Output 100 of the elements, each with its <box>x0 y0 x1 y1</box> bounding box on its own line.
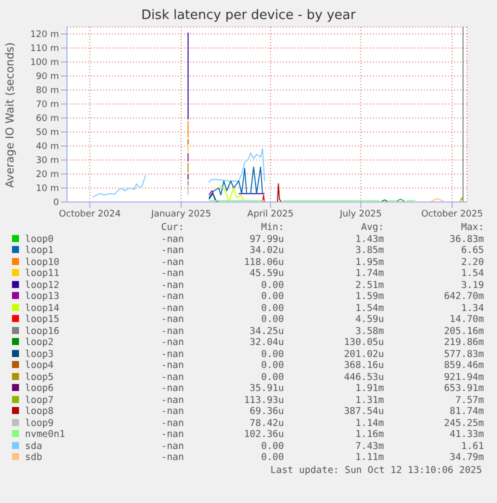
text: 113.93u <box>242 394 284 406</box>
text: 130.05u <box>342 337 384 348</box>
y-tick-label: 80 m <box>36 86 59 96</box>
text: 1.34 <box>460 302 484 314</box>
y-tick-label: 60 m <box>36 114 59 124</box>
text: 3.58m <box>354 326 384 337</box>
text: 245.25m <box>442 418 484 429</box>
text: -nan <box>160 302 184 314</box>
text: 0.00 <box>260 372 284 383</box>
text: -nan <box>160 291 184 302</box>
y-tick-label: 20 m <box>36 170 59 180</box>
y-tick-label: 30 m <box>36 156 59 166</box>
text: 859.46m <box>442 360 484 372</box>
text: 41.33m <box>448 429 484 440</box>
text: 4.59u <box>354 314 384 326</box>
text: 368.16u <box>342 360 384 372</box>
legend-label: sda <box>24 440 44 452</box>
text: 0.00 <box>260 280 284 291</box>
text: -nan <box>160 268 184 280</box>
legend-label: loop13 <box>24 291 60 302</box>
text: 1.16m <box>354 429 384 440</box>
y-tick-label: 0 <box>53 198 60 208</box>
legend-label: loop10 <box>24 256 60 268</box>
text: 1.11m <box>354 452 384 464</box>
legend-label: loop1 <box>24 245 55 256</box>
text: 3.19 <box>460 280 484 291</box>
text: 2.20 <box>460 256 484 268</box>
x-tick-label: April 2025 <box>247 209 294 220</box>
y-tick-label: 100 m <box>30 58 59 68</box>
text: 921.94m <box>442 372 484 383</box>
text: 0.00 <box>260 302 284 314</box>
legend-label: loop4 <box>24 360 55 372</box>
text: -nan <box>160 256 184 268</box>
text: 32.04u <box>248 337 284 348</box>
x-tick-label: October 2024 <box>58 209 121 220</box>
text: 14.70m <box>448 314 484 326</box>
legend-label: loop3 <box>24 348 55 360</box>
text: 102.36u <box>242 429 284 440</box>
text: 0.00 <box>260 440 284 452</box>
line-series <box>208 166 264 198</box>
text: Min: <box>260 222 284 234</box>
text: 7.43m <box>354 440 384 452</box>
text: 446.53u <box>342 372 384 383</box>
text: 1.43m <box>354 234 384 245</box>
text: 0.00 <box>260 348 284 360</box>
text: 653.91m <box>442 383 484 394</box>
text: 78.42u <box>248 418 284 429</box>
legend-label: loop8 <box>24 406 55 418</box>
text: 1.61 <box>460 440 484 452</box>
text: -nan <box>160 234 184 245</box>
text: 1.95m <box>354 256 384 268</box>
text: -nan <box>160 314 184 326</box>
y-tick-label: 110 m <box>30 44 59 54</box>
legend-label: loop12 <box>24 280 60 291</box>
text: 7.57m <box>454 394 484 406</box>
y-tick-label: 90 m <box>36 72 59 82</box>
text: 1.59m <box>354 291 384 302</box>
text: -nan <box>160 452 184 464</box>
text: 201.02u <box>342 348 384 360</box>
x-tick-label: July 2025 <box>338 209 382 220</box>
text: -nan <box>160 440 184 452</box>
text: -nan <box>160 429 184 440</box>
x-tick-label: January 2025 <box>150 209 212 220</box>
text: -nan <box>160 326 184 337</box>
text: 0.00 <box>260 452 284 464</box>
text: 1.14m <box>354 418 384 429</box>
y-tick-label: 50 m <box>36 128 59 138</box>
legend-label: loop5 <box>24 372 55 383</box>
legend-label: loop7 <box>24 394 55 406</box>
text: -nan <box>160 406 184 418</box>
y-tick-label: 10 m <box>36 184 59 194</box>
legend-label: loop14 <box>24 302 60 314</box>
chart-title: Disk latency per device - by year <box>140 8 357 23</box>
text: Max: <box>460 222 484 234</box>
text: 45.59u <box>248 268 284 280</box>
text: 35.91u <box>248 383 284 394</box>
text: 219.86m <box>442 337 484 348</box>
text: Avg: <box>360 222 384 234</box>
legend-label: loop16 <box>24 326 60 337</box>
text: -nan <box>160 394 184 406</box>
text: 81.74m <box>448 406 484 418</box>
text: 97.99u <box>248 234 284 245</box>
text: -nan <box>160 360 184 372</box>
line-series <box>208 193 220 202</box>
text: 577.83m <box>442 348 484 360</box>
text: 642.70m <box>442 291 484 302</box>
text: -nan <box>160 280 184 291</box>
text: 387.54u <box>342 406 384 418</box>
legend-label: loop11 <box>24 268 60 280</box>
text: 0.00 <box>260 360 284 372</box>
text: 1.91m <box>354 383 384 394</box>
text: -nan <box>160 418 184 429</box>
legend-label: loop2 <box>24 337 55 348</box>
y-axis-title: Average IO Wait (seconds) <box>4 42 16 188</box>
y-tick-label: 120 m <box>30 30 59 40</box>
legend-label: loop6 <box>24 383 55 394</box>
text: 34.25u <box>248 326 284 337</box>
text: Last update: Sun Oct 12 13:10:06 2025 <box>269 464 482 476</box>
text: 1.74m <box>354 268 384 280</box>
text: 0.00 <box>260 291 284 302</box>
